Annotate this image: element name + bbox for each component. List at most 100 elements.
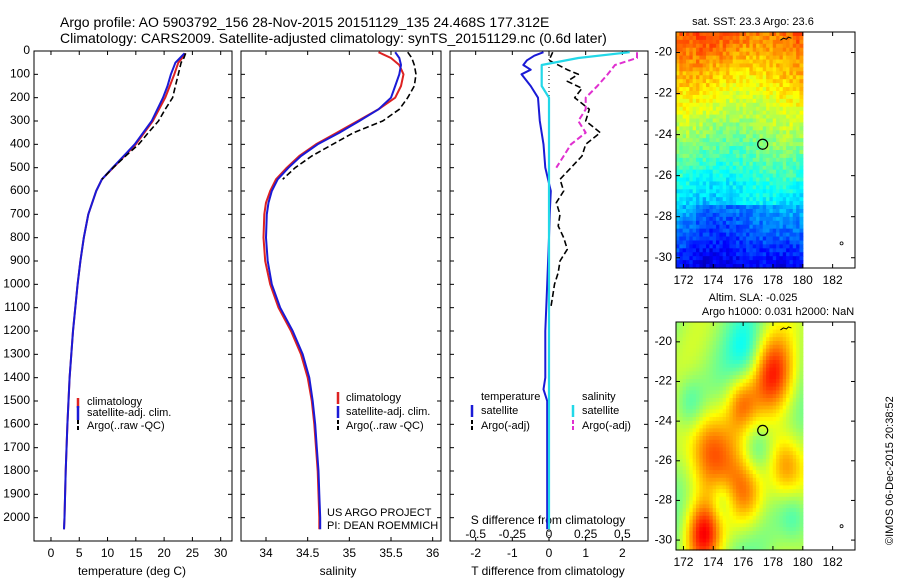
- sst-map-cell: [799, 75, 804, 80]
- sst-map-cell: [746, 126, 751, 131]
- sst-map-cell: [782, 106, 787, 112]
- sst-map-cell: [789, 71, 794, 76]
- sla-map-cell: [769, 527, 774, 532]
- sst-map-cell: [689, 209, 694, 214]
- sla-map-cell: [756, 546, 761, 551]
- sla-map-cell: [759, 534, 764, 540]
- sla-map-cell: [692, 341, 697, 346]
- sst-map-cell: [769, 189, 774, 194]
- sla-map-cell: [726, 375, 730, 380]
- sla-map-cell: [696, 356, 700, 361]
- sla-map-cell: [746, 481, 751, 486]
- sst-map-cell: [719, 126, 724, 131]
- sst-map-cell: [692, 248, 697, 253]
- sst-map-cell: [732, 212, 737, 218]
- sst-map-cell: [702, 114, 707, 120]
- sst-map-cell: [752, 91, 757, 96]
- sla-map-cell: [696, 458, 700, 464]
- sla-map-cell: [769, 515, 774, 521]
- sst-map-cell: [732, 142, 737, 147]
- sla-map-cell: [699, 534, 704, 540]
- sla-map-cell: [752, 398, 757, 403]
- sla-map-cell: [769, 325, 774, 331]
- sla-map-cell: [766, 424, 771, 429]
- sla-map-cell: [766, 398, 771, 403]
- sst-map-cell: [746, 189, 751, 194]
- sla-map-cell: [749, 443, 754, 448]
- sla-map-cell: [736, 458, 740, 464]
- sst-map-cell: [692, 169, 697, 175]
- sla-map-cell: [786, 344, 791, 350]
- sla-map-cell: [749, 360, 754, 365]
- sla-map-cell: [782, 477, 787, 483]
- sla-map-cell: [759, 493, 764, 498]
- sst-map-cell: [689, 43, 694, 49]
- sst-map-cell: [782, 244, 787, 249]
- sla-map-cell: [712, 439, 717, 445]
- sst-map-cell: [756, 216, 761, 222]
- sst-map-cell: [732, 110, 737, 116]
- sla-map-cell: [786, 428, 791, 433]
- sla-map-cell: [732, 417, 737, 422]
- sla-map-cell: [712, 534, 717, 540]
- sst-map-cell: [732, 248, 737, 253]
- sla-map-cell: [716, 527, 720, 532]
- sst-map-cell: [742, 102, 747, 108]
- sla-map-cell: [766, 500, 771, 505]
- sla-map-cell: [702, 333, 707, 338]
- sla-map-cell: [736, 439, 740, 445]
- sst-map-cell: [782, 146, 787, 151]
- sla-map-cell: [679, 409, 684, 414]
- sst-map-cell: [689, 236, 694, 242]
- sst-map-cell: [762, 106, 767, 112]
- sst-map-cell: [719, 157, 724, 163]
- sla-map-cell: [759, 401, 764, 407]
- sla-map-cell: [712, 496, 717, 502]
- sst-map-cell: [739, 193, 744, 198]
- sla-map-cell: [772, 496, 777, 502]
- sst-map-cell: [692, 185, 697, 190]
- sst-map-cell: [772, 150, 777, 155]
- sla-map-cell: [712, 493, 717, 498]
- sla-map-cell: [722, 322, 727, 327]
- sla-map-cell: [699, 424, 704, 429]
- sla-map-cell: [776, 447, 781, 452]
- sla-map-cell: [786, 496, 791, 502]
- sla-map-cell: [782, 432, 787, 437]
- sla-map-cell: [722, 436, 727, 441]
- sla-map-cell: [706, 367, 710, 372]
- sla-map-cell: [736, 371, 740, 376]
- sst-map-cell: [719, 173, 724, 179]
- sla-map-cell: [742, 432, 747, 437]
- sla-map-cell: [749, 466, 754, 471]
- sst-map-cell: [706, 91, 710, 96]
- sla-map-cell: [759, 458, 764, 464]
- sst-map-cell: [739, 67, 744, 72]
- sla-map-cell: [702, 523, 707, 528]
- sla-map-cell: [786, 333, 791, 338]
- sst-map-cell: [692, 157, 697, 163]
- sla-map-cell: [752, 451, 757, 456]
- sst-map-cell: [702, 134, 707, 139]
- sst-map-cell: [679, 110, 684, 116]
- sst-map-cell: [792, 153, 797, 159]
- diff-t-tick-label: -1: [507, 546, 518, 560]
- sst-map-cell: [692, 118, 697, 124]
- sst-map-cell: [799, 228, 804, 234]
- sst-map-cell: [782, 201, 787, 206]
- sst-map-cell: [679, 91, 684, 96]
- sst-map-cell: [759, 205, 764, 210]
- sla-map-cell: [699, 436, 704, 441]
- sst-map-cell: [716, 197, 720, 202]
- sst-map-cell: [736, 67, 740, 72]
- sla-map-cell: [679, 436, 684, 441]
- sal-x-tick-label: 34.5: [296, 546, 320, 560]
- sst-map-cell: [752, 181, 757, 186]
- sla-map-cell: [779, 534, 784, 540]
- sla-map-cell: [742, 356, 747, 361]
- sla-map-cell: [679, 500, 684, 505]
- sla-map-cell: [769, 489, 774, 494]
- sst-map-cell: [739, 47, 744, 53]
- sst-map-cell: [759, 110, 764, 116]
